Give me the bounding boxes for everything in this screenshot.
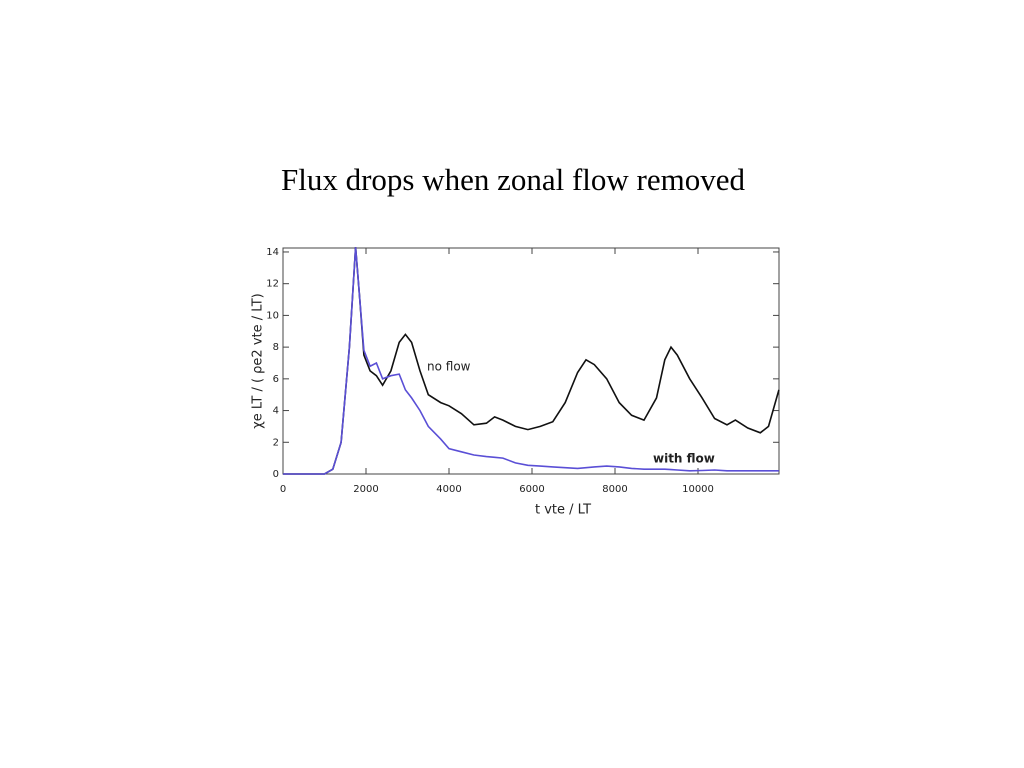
slide-title: Flux drops when zonal flow removed — [281, 162, 746, 197]
series-line — [283, 247, 780, 475]
x-tick-label: 4000 — [436, 484, 461, 495]
x-tick-label: 0 — [280, 484, 286, 495]
x-tick-label: 2000 — [353, 484, 378, 495]
plot-frame — [282, 247, 780, 475]
y-tick-label: 2 — [273, 437, 279, 448]
y-tick-label: 12 — [266, 279, 279, 290]
y-tick-label: 4 — [273, 406, 279, 417]
x-tick-label: 8000 — [602, 484, 627, 495]
y-tick-label: 10 — [266, 310, 279, 321]
y-tick-label: 14 — [266, 247, 279, 258]
y-tick-label: 8 — [273, 342, 279, 353]
x-tick-label: 6000 — [519, 484, 544, 495]
x-axis-label: t vte / LT — [535, 503, 591, 518]
series-line — [283, 247, 779, 475]
series-label: no flow — [427, 360, 471, 374]
y-axis-label: χe LT / ( ρe2 vte / LT) — [251, 293, 266, 428]
x-tick-label: 10000 — [682, 484, 714, 495]
y-tick-label: 0 — [273, 469, 279, 480]
series-label: with flow — [653, 452, 715, 466]
y-tick-label: 6 — [273, 374, 279, 385]
